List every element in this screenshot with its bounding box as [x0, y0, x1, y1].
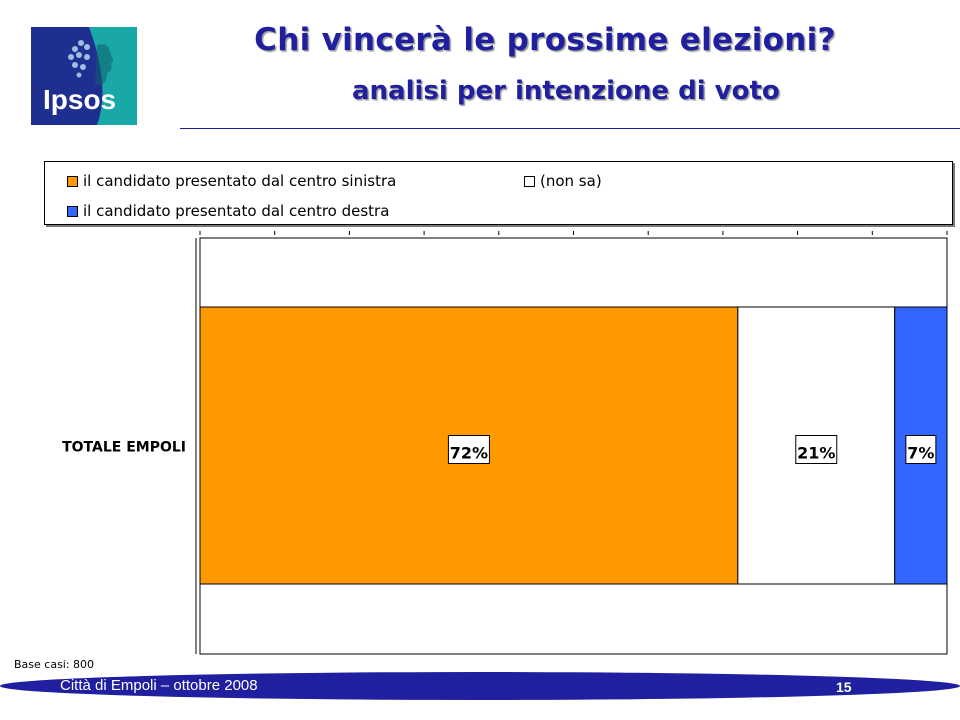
legend-label-non-sa: (non sa) — [540, 172, 602, 190]
legend-swatch-destra — [67, 205, 78, 217]
page-subtitle: analisi per intenzione di voto — [352, 76, 780, 106]
stacked-bar-chart: 72% 21% 7% TOTALE EMPOLI — [62, 231, 948, 655]
legend-label-sinistra: il candidato presentato dal centro sinis… — [83, 172, 397, 190]
legend-swatch-non-sa — [524, 175, 535, 187]
footer-band — [0, 672, 960, 700]
legend-swatch-sinistra — [67, 175, 78, 187]
base-note: Base casi: 800 — [14, 658, 95, 671]
data-label-box-1 — [795, 435, 838, 464]
data-label-box-2 — [905, 435, 937, 464]
legend-label-destra: il candidato presentato dal centro destr… — [83, 202, 390, 220]
legend-item-destra: il candidato presentato dal centro destr… — [67, 202, 389, 220]
title-divider — [180, 128, 960, 129]
chart-legend: il candidato presentato dal centro sinis… — [44, 161, 953, 225]
legend-item-sinistra: il candidato presentato dal centro sinis… — [67, 172, 396, 190]
legend-item-non-sa: (non sa) — [524, 172, 602, 190]
data-label-box-0 — [447, 435, 490, 464]
page-title: Chi vincerà le prossime elezioni? — [254, 22, 836, 58]
category-label: TOTALE EMPOLI — [62, 440, 186, 456]
data-label-2: 7% — [907, 444, 934, 463]
data-label-1: 21% — [797, 444, 835, 463]
data-label-0: 72% — [450, 444, 488, 463]
ipsos-logo: Ipsos — [31, 27, 137, 125]
logo-text: Ipsos — [43, 84, 116, 115]
footer-text: Città di Empoli – ottobre 2008 — [60, 677, 258, 694]
page-number: 15 — [836, 679, 852, 695]
